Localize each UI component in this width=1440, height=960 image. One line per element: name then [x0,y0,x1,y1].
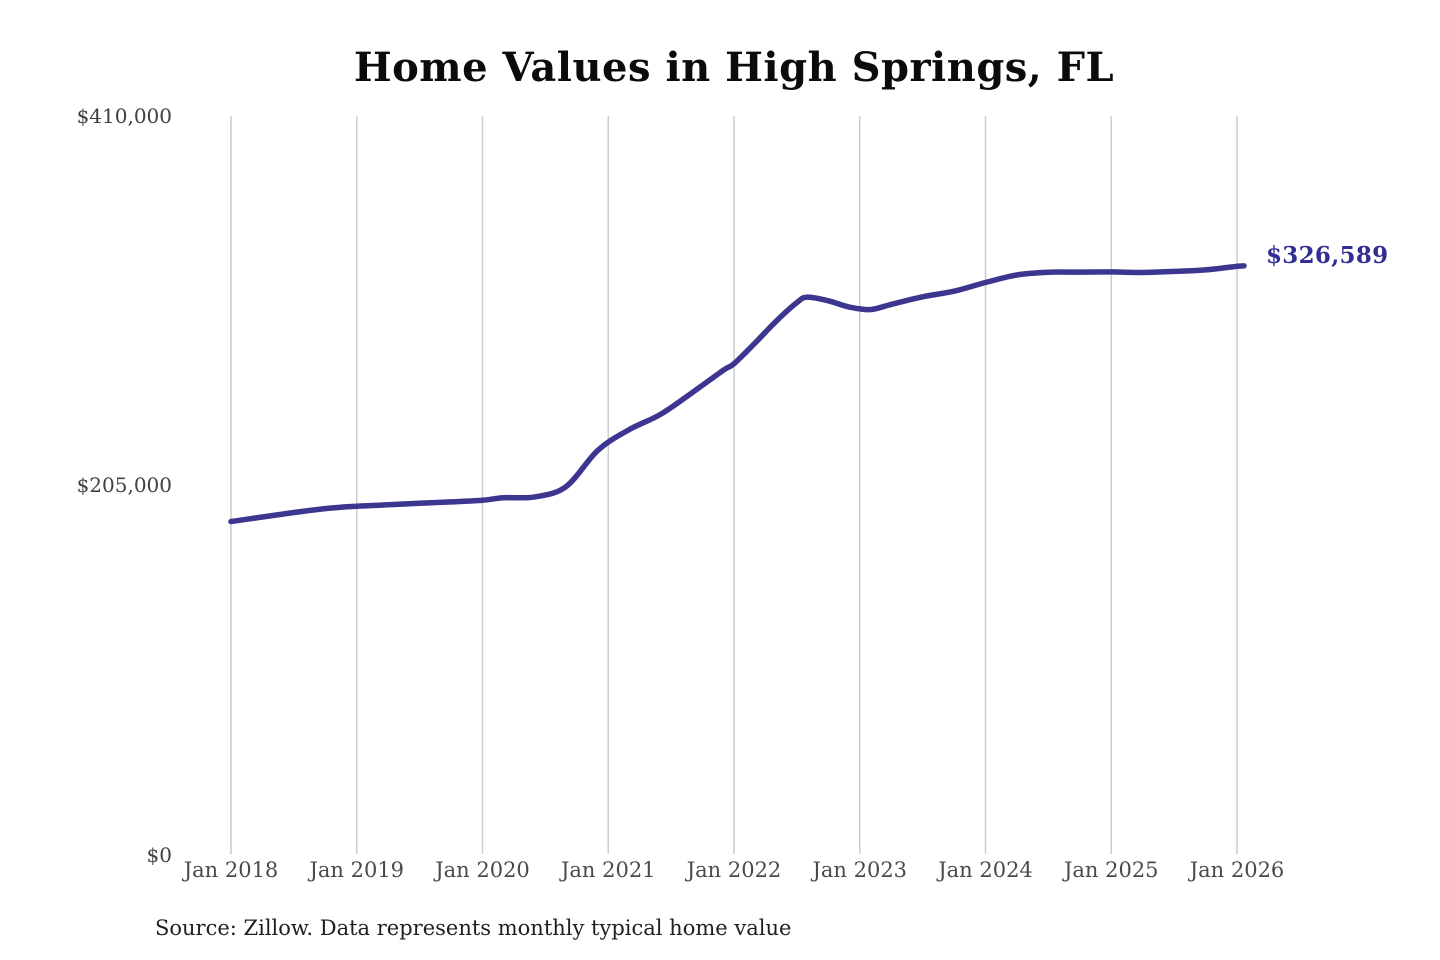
home-value-line [228,263,1247,525]
x-axis-tick-label: Jan 2020 [435,858,530,882]
x-axis-tick-label: Jan 2025 [1063,858,1159,882]
x-axis-tick-label: Jan 2018 [183,858,279,882]
x-axis-tick-label: Jan 2026 [1189,858,1285,882]
end-value-label: $326,589 [1266,242,1389,269]
y-axis-tick-label-410000: $410,000 [76,104,172,128]
x-axis-tick-label: Jan 2021 [560,858,656,882]
y-axis-tick-label-0: $0 [146,843,172,867]
x-axis-tick-label: Jan 2024 [938,858,1033,882]
x-axis-tick-label: Jan 2023 [812,858,908,882]
x-axis-tick-label: Jan 2019 [309,858,405,882]
y-axis-tick-label-205000: $205,000 [76,473,172,497]
chart-title: Home Values in High Springs, FL [353,44,1115,91]
x-axis-tick-label: Jan 2022 [686,858,782,882]
source-note: Source: Zillow. Data represents monthly … [155,916,792,940]
